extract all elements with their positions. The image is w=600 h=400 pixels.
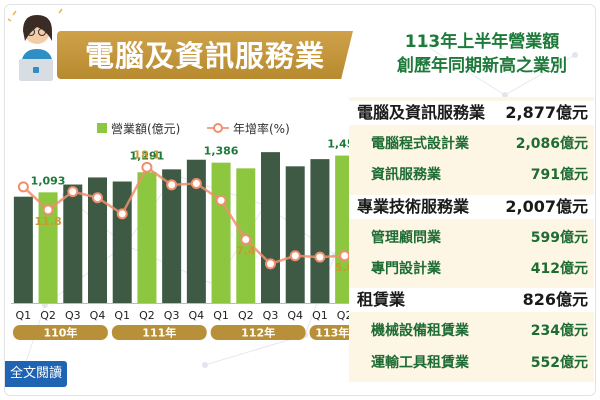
table-row-label: 資訊服務業 bbox=[371, 167, 441, 184]
table-row-0: 電腦及資訊服務業 2,877億元 bbox=[349, 101, 594, 125]
legend-line-label: 年增率(%) bbox=[233, 122, 290, 136]
x-tick-label-13: Q2 bbox=[337, 309, 353, 322]
growth-rate-point-6 bbox=[166, 179, 178, 191]
table-row-value: 599億元 bbox=[530, 229, 588, 246]
x-tick-label-8: Q1 bbox=[213, 309, 229, 322]
table-row-value: 552億元 bbox=[530, 354, 588, 371]
table-row-label: 專業技術服務業 bbox=[357, 196, 470, 216]
table-row-8: 運輸工具租賃業 552億元 bbox=[349, 350, 594, 375]
growth-rate-point-3 bbox=[92, 192, 103, 204]
infographic-frame: 電腦及資訊服務業 113年上半年營業額 創歷年同期新高之業別 營業額(億元) 年… bbox=[4, 4, 596, 396]
table-row-6: 租賃業 826億元 bbox=[349, 288, 594, 313]
x-tick-label-11: Q4 bbox=[287, 309, 303, 322]
title-banner bbox=[57, 31, 353, 79]
bar-value-label-5: 1,291 bbox=[130, 149, 165, 162]
growth-value-label-5: 18.1 bbox=[133, 148, 160, 161]
growth-rate-point-8 bbox=[215, 194, 227, 206]
x-tick-label-5: Q2 bbox=[139, 309, 155, 322]
legend-line-marker bbox=[213, 123, 223, 133]
growth-rate-point-0 bbox=[17, 181, 29, 193]
x-tick-label-0: Q1 bbox=[16, 309, 32, 322]
table-row-label: 租賃業 bbox=[357, 290, 406, 310]
chart-bar-0 bbox=[13, 196, 33, 303]
table-row-value: 826億元 bbox=[522, 290, 588, 310]
chart-bar-3 bbox=[88, 177, 107, 303]
growth-rate-point-9 bbox=[240, 234, 252, 246]
growth-rate-point-2 bbox=[67, 186, 79, 198]
growth-value-label-9: 7.4 bbox=[236, 245, 256, 258]
year-band-0 bbox=[13, 325, 108, 340]
chart-bar-1 bbox=[38, 192, 58, 303]
table-row-label: 專門設計業 bbox=[371, 261, 441, 277]
x-tick-label-12: Q1 bbox=[312, 309, 328, 322]
table-row-value: 2,086億元 bbox=[515, 136, 588, 153]
growth-rate-point-11 bbox=[289, 250, 301, 262]
x-tick-label-10: Q3 bbox=[263, 309, 279, 322]
headline-line-2: 創歷年同期新高之業別 bbox=[397, 56, 567, 76]
year-band-label-0: 110年 bbox=[43, 326, 77, 340]
bar-value-label-1: 1,093 bbox=[31, 174, 66, 187]
growth-rate-point-12 bbox=[314, 251, 326, 263]
legend-bar-swatch bbox=[97, 123, 107, 133]
growth-rate-point-4 bbox=[116, 208, 128, 220]
chart-bar-11 bbox=[285, 166, 305, 303]
year-band-label-1: 111年 bbox=[142, 326, 176, 340]
table-row-value: 412億元 bbox=[530, 261, 588, 277]
x-tick-label-9: Q2 bbox=[238, 309, 254, 322]
chart-bar-12 bbox=[310, 159, 330, 303]
x-tick-label-2: Q3 bbox=[65, 309, 81, 322]
chart-bar-5 bbox=[137, 172, 157, 303]
chart-bar-7 bbox=[186, 159, 206, 303]
read-more-button[interactable]: 全文閱讀 bbox=[5, 361, 67, 387]
year-band-label-2: 112年 bbox=[241, 326, 275, 340]
year-band-label-3: 113年 bbox=[315, 326, 349, 340]
chart-bar-8 bbox=[211, 162, 231, 303]
year-band-1 bbox=[111, 325, 207, 340]
x-tick-label-1: Q2 bbox=[40, 309, 56, 322]
industry-revenue-table: 電腦及資訊服務業 2,877億元電腦程式設計業 2,086億元資訊服務業 791億元專… bbox=[349, 97, 594, 382]
table-row-label: 管理顧問業 bbox=[371, 229, 441, 246]
table-row-4: 管理顧問業 599億元 bbox=[349, 225, 594, 250]
bar-value-label-8: 1,386 bbox=[204, 145, 239, 158]
x-tick-label-7: Q4 bbox=[189, 309, 205, 322]
table-row-2: 資訊服務業 791億元 bbox=[349, 163, 594, 188]
growth-rate-point-1 bbox=[42, 204, 54, 216]
person-with-laptop-illustration bbox=[7, 8, 63, 81]
chart-bar-6 bbox=[162, 169, 182, 303]
table-row-label: 電腦程式設計業 bbox=[371, 136, 469, 153]
legend-bar-label: 營業額(億元) bbox=[111, 122, 181, 136]
table-row-5: 專門設計業 412億元 bbox=[349, 257, 594, 281]
growth-rate-point-13 bbox=[339, 250, 351, 262]
year-band-2 bbox=[210, 325, 306, 340]
table-row-value: 2,007億元 bbox=[505, 196, 588, 216]
table-row-value: 791億元 bbox=[530, 167, 588, 184]
growth-rate-point-5 bbox=[141, 161, 153, 173]
growth-rate-point-10 bbox=[265, 258, 276, 270]
chart-bar-2 bbox=[63, 184, 83, 303]
table-row-label: 機械設備租賃業 bbox=[371, 323, 469, 340]
year-band-3 bbox=[309, 325, 355, 340]
table-row-value: 234億元 bbox=[530, 323, 588, 340]
table-row-1: 電腦程式設計業 2,086億元 bbox=[349, 132, 594, 157]
x-tick-label-4: Q1 bbox=[114, 309, 130, 322]
table-row-7: 機械設備租賃業 234億元 bbox=[349, 319, 594, 344]
table-row-3: 專業技術服務業 2,007億元 bbox=[349, 194, 594, 219]
table-row-value: 2,877億元 bbox=[505, 103, 588, 122]
table-row-label: 電腦及資訊服務業 bbox=[357, 103, 486, 122]
growth-value-label-1: 11.8 bbox=[35, 215, 62, 228]
x-tick-label-6: Q3 bbox=[164, 309, 180, 322]
x-tick-label-3: Q4 bbox=[90, 309, 106, 322]
headline-line-1: 113年上半年營業額 bbox=[404, 32, 560, 52]
chart-bar-10 bbox=[261, 152, 280, 303]
page-title: 電腦及資訊服務業 bbox=[85, 39, 326, 73]
growth-rate-point-7 bbox=[190, 178, 202, 190]
table-row-label: 運輸工具租賃業 bbox=[371, 354, 469, 371]
